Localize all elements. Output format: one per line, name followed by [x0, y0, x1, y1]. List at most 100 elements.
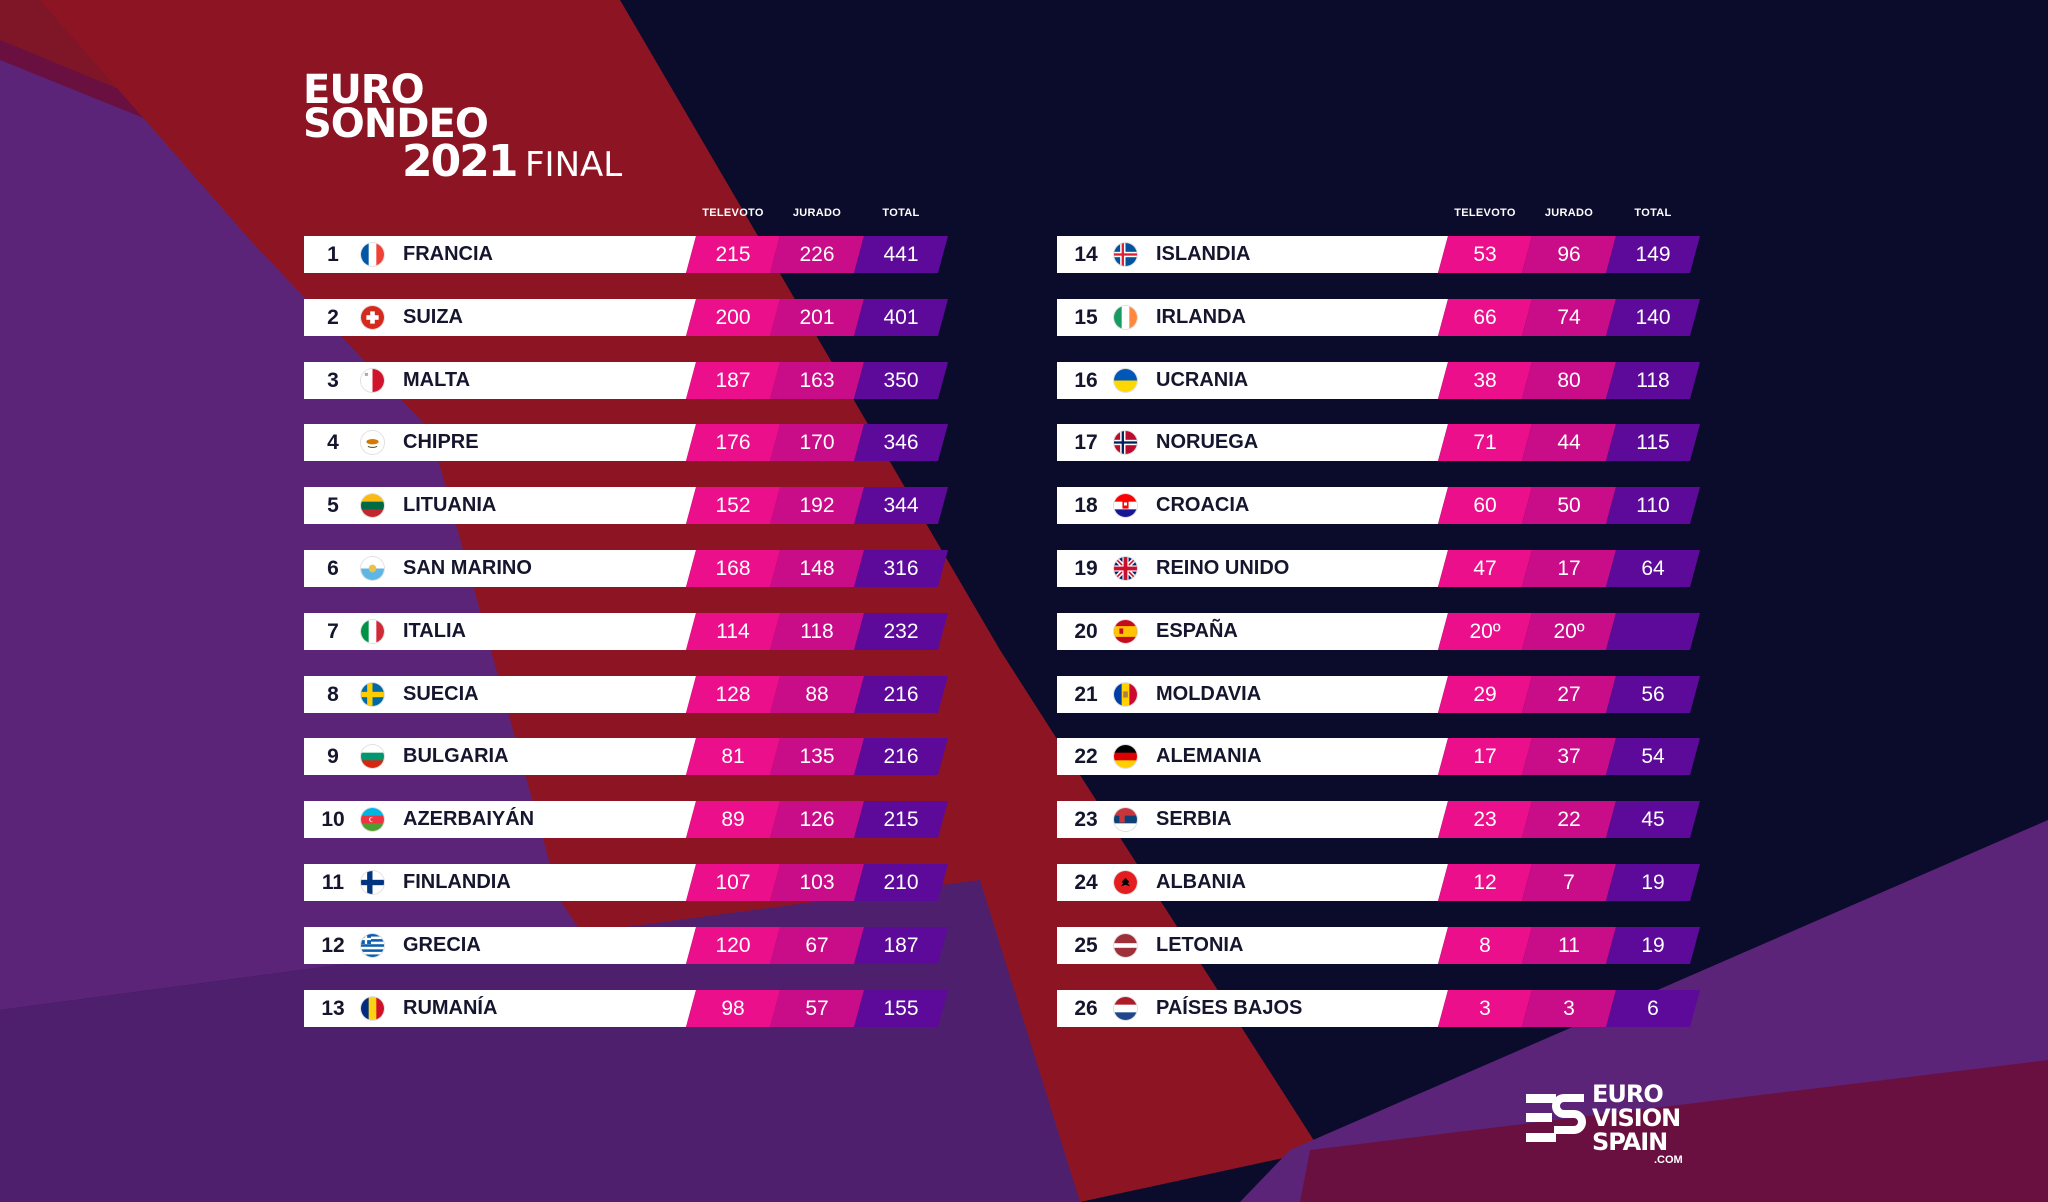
jurado-score: 103	[770, 864, 864, 901]
table-row: 18 CROACIA 60 50 110	[1057, 487, 1700, 524]
jurado-score: 148	[770, 550, 864, 587]
table-row: 8 SUECIA 128 88 216	[304, 676, 948, 713]
jurado-score: 88	[770, 676, 864, 713]
total-score: 316	[854, 550, 948, 587]
televoto-score: 98	[686, 990, 780, 1027]
table-row: 19 REINO UNIDO 47 17 64	[1057, 550, 1700, 587]
azerbaijan-flag-icon	[361, 808, 384, 831]
country-name: GRECIA	[403, 934, 481, 956]
country-name: MALTA	[403, 369, 471, 391]
table-row: 25 LETONIA 8 11 19	[1057, 927, 1700, 964]
table-row: 16 UCRANIA 38 80 118	[1057, 362, 1700, 399]
ukraine-flag-icon	[1114, 369, 1137, 392]
rank-number: 24	[1074, 871, 1098, 894]
table-row: 3 MALTA 187 163 350	[304, 362, 948, 399]
rank-number: 23	[1074, 808, 1098, 831]
rank-number: 13	[321, 997, 345, 1020]
jurado-score: 50	[1522, 487, 1616, 524]
total-score: 344	[854, 487, 948, 524]
rank-number: 10	[321, 808, 345, 831]
televoto-score: 8	[1438, 927, 1532, 964]
sweden-flag-icon	[361, 683, 384, 706]
jurado-score: 37	[1522, 738, 1616, 775]
jurado-score: 226	[770, 236, 864, 273]
televoto-score: 107	[686, 864, 780, 901]
greece-flag-icon	[361, 934, 384, 957]
rank-number: 7	[327, 620, 339, 643]
san-marino-flag-icon	[361, 557, 384, 580]
table-row: 23 SERBIA 23 22 45	[1057, 801, 1700, 838]
jurado-score: 7	[1522, 864, 1616, 901]
country-name: BULGARIA	[403, 745, 509, 767]
table-row: 12 GRECIA 120 67 187	[304, 927, 948, 964]
total-score: 232	[854, 613, 948, 650]
jurado-score: 3	[1522, 990, 1616, 1027]
total-score: 19	[1606, 864, 1700, 901]
jurado-score: 80	[1522, 362, 1616, 399]
total-score: 215	[854, 801, 948, 838]
jurado-score: 118	[770, 613, 864, 650]
rank-number: 6	[327, 557, 339, 580]
germany-flag-icon	[1114, 745, 1137, 768]
total-score: 140	[1606, 299, 1700, 336]
televoto-score: 12	[1438, 864, 1532, 901]
televoto-score: 120	[686, 927, 780, 964]
jurado-score: 170	[770, 424, 864, 461]
rank-number: 3	[327, 369, 339, 392]
table-row: 26 PAÍSES BAJOS 3 3 6	[1057, 990, 1700, 1027]
table-row: 2 SUIZA 200 201 401	[304, 299, 948, 336]
country-name: SERBIA	[1156, 808, 1232, 830]
table-row: 21 MOLDAVIA 29 27 56	[1057, 676, 1700, 713]
total-score: 45	[1606, 801, 1700, 838]
televoto-score: 23	[1438, 801, 1532, 838]
moldova-flag-icon	[1114, 683, 1137, 706]
televoto-score: 17	[1438, 738, 1532, 775]
country-name: LITUANIA	[403, 494, 497, 516]
rank-number: 1	[327, 243, 339, 266]
country-name: IRLANDA	[1156, 306, 1246, 328]
table-row: 22 ALEMANIA 17 37 54	[1057, 738, 1700, 775]
total-score: 346	[854, 424, 948, 461]
jurado-score: 126	[770, 801, 864, 838]
ireland-flag-icon	[1114, 306, 1137, 329]
netherlands-flag-icon	[1114, 997, 1137, 1020]
country-name: LETONIA	[1156, 934, 1244, 956]
country-name: MOLDAVIA	[1156, 683, 1262, 705]
eurovision-spain-logo: EURO VISION SPAIN .COM	[1526, 1080, 1706, 1166]
total-score: 216	[854, 676, 948, 713]
televoto-score: 200	[686, 299, 780, 336]
table-row: 24 ALBANIA 12 7 19	[1057, 864, 1700, 901]
logo-line-vision: VISION	[1592, 1104, 1681, 1132]
country-name: SAN MARINO	[403, 557, 532, 579]
rank-number: 25	[1074, 934, 1098, 957]
jurado-score: 22	[1522, 801, 1616, 838]
albania-flag-icon	[1114, 871, 1137, 894]
table-row: 15 IRLANDA 66 74 140	[1057, 299, 1700, 336]
total-score: 110	[1606, 487, 1700, 524]
column-header-jurado-left: JURADO	[792, 207, 842, 219]
televoto-score: 187	[686, 362, 780, 399]
jurado-score: 20º	[1522, 613, 1616, 650]
total-score: 210	[854, 864, 948, 901]
country-name: NORUEGA	[1156, 431, 1259, 453]
jurado-score: 11	[1522, 927, 1616, 964]
rank-number: 8	[327, 683, 339, 706]
total-score: 350	[854, 362, 948, 399]
jurado-score: 201	[770, 299, 864, 336]
televoto-score: 66	[1438, 299, 1532, 336]
rank-number: 18	[1074, 494, 1098, 517]
romania-flag-icon	[361, 997, 384, 1020]
rank-number: 17	[1074, 431, 1098, 454]
total-score: 149	[1606, 236, 1700, 273]
es-monogram-icon	[1526, 1094, 1586, 1142]
rank-number: 26	[1074, 997, 1098, 1020]
spain-flag-icon	[1114, 620, 1137, 643]
table-row: 20 ESPAÑA 20º 20º	[1057, 613, 1700, 650]
table-row: 4 CHIPRE 176 170 346	[304, 424, 948, 461]
jurado-score: 57	[770, 990, 864, 1027]
jurado-score: 163	[770, 362, 864, 399]
table-row: 5 LITUANIA 152 192 344	[304, 487, 948, 524]
total-score: 54	[1606, 738, 1700, 775]
jurado-score: 74	[1522, 299, 1616, 336]
total-score: 118	[1606, 362, 1700, 399]
